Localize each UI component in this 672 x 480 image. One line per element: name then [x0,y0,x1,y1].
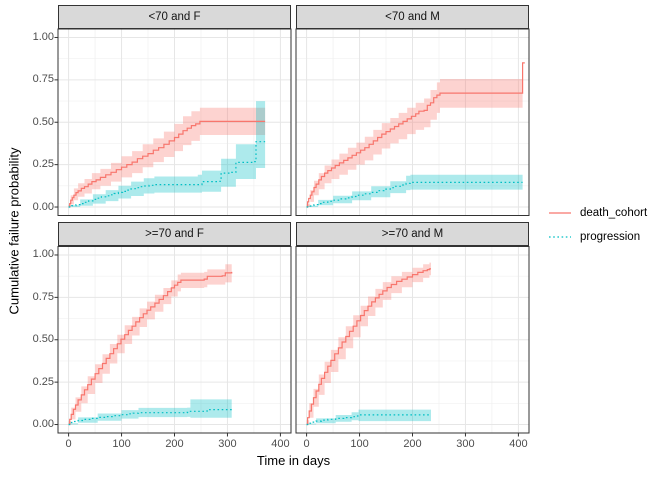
death_cohort-confidence-band [306,262,431,425]
facet-strip-lt70-m: <70 and M [296,5,529,29]
y-tick-label: 0.25 [32,375,54,388]
x-axis-title: Time in days [256,453,331,468]
progression-curve [306,181,523,208]
legend-entry-death-cohort: death_cohort [548,201,647,225]
progression-confidence-band [68,101,266,207]
legend: death_cohort progression [548,201,647,249]
death_cohort-curve [68,271,233,426]
progression-confidence-band [306,409,431,425]
facet-strip-ge70-f: >=70 and F [58,222,291,246]
x-tick-label: 100 [112,438,131,450]
death_cohort-curve [306,268,431,426]
y-tick-label: 0.00 [32,418,54,431]
death_cohort-curve [68,120,266,208]
x-tick-label: 0 [303,438,310,450]
y-tick-label: 0.75 [32,73,54,86]
x-tick-label: 400 [509,438,528,450]
legend-label-progression: progression [580,231,641,243]
progression-curve [306,414,432,426]
facet-strip-ge70-m: >=70 and M [296,222,529,246]
y-axis-title: Cumulative failure probability [6,147,22,315]
progression-confidence-band [306,174,523,207]
death_cohort-confidence-band [68,264,232,425]
progression-curve [68,409,233,426]
y-tick-label: 1.00 [32,248,54,261]
panel->=70 and F [54,246,292,437]
x-tick-label: 100 [350,438,369,450]
death_cohort-confidence-band [306,79,523,207]
legend-label-death-cohort: death_cohort [580,207,648,219]
x-tick-label: 300 [218,438,237,450]
y-tick-label: 0.50 [32,115,54,128]
panel->=70 and M [295,246,530,437]
solid-line-key-icon [549,212,571,214]
x-tick-label: 200 [165,438,184,450]
progression-confidence-band [68,399,232,425]
x-tick-label: 400 [271,438,290,450]
x-tick-label: 300 [456,438,475,450]
progression-curve [68,141,266,208]
death_cohort-confidence-band [68,107,266,207]
death_cohort-curve [306,62,525,208]
dotted-line-key-icon [549,236,571,238]
x-tick-label: 0 [65,438,72,450]
y-tick-label: 0.50 [32,333,54,346]
panel-<70 and M [295,28,530,216]
y-tick-label: 0.75 [32,290,54,303]
x-tick-label: 200 [403,438,422,450]
y-tick-label: 1.00 [32,30,54,43]
y-tick-label: 0.25 [32,158,54,171]
y-tick-label: 0.00 [32,200,54,213]
facet-strip-lt70-f: <70 and F [58,5,291,29]
legend-entry-progression: progression [548,225,647,249]
panel-<70 and F [54,28,292,216]
